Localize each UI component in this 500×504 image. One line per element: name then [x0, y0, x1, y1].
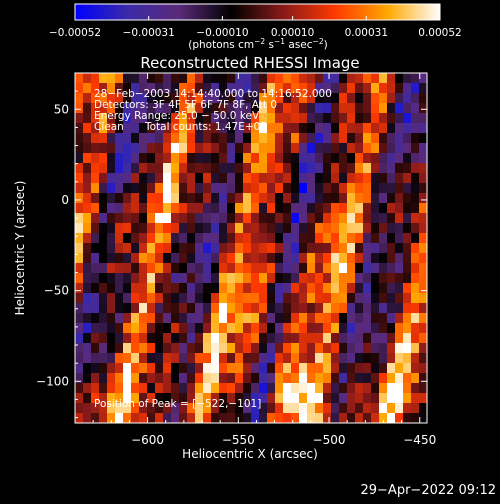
annotations: 28−Feb−2003 14:14:40.000 to 14:16:52.000…	[94, 88, 332, 410]
heatmap-image	[75, 73, 427, 423]
y-axis-ticks: 50 0 −50 −100	[36, 72, 427, 419]
colorbar-tick-label: 0.00052	[418, 27, 461, 39]
x-tick-label: −500	[313, 433, 346, 447]
y-tick-label: −100	[36, 374, 69, 388]
annotation-energy: Energy Range: 25.0 − 50.0 keV	[94, 110, 260, 122]
colorbar-tick-label: 0.00031	[345, 27, 388, 39]
x-tick-label: −550	[222, 433, 255, 447]
colorbar-frame	[74, 3, 441, 21]
y-axis-label: Heliocentric Y (arcsec)	[13, 181, 27, 316]
colorbar-tick-label: −0.00052	[49, 27, 101, 39]
colorbar-ticks: −0.00052 −0.00031 −0.00010 0.00010 0.00031 0.…	[49, 16, 462, 39]
chart-title: Reconstructed RHESSI Image	[140, 54, 359, 72]
colorbar-unit: (photons cm−2 s−1 asec−2)	[188, 37, 327, 51]
y-tick-label: 50	[54, 102, 69, 116]
colorbar-gradient	[75, 4, 440, 20]
x-tick-label: −600	[131, 433, 164, 447]
footer-timestamp: 29−Apr−2022 09:12	[361, 483, 497, 498]
plot-frame	[74, 72, 428, 424]
annotation-peak: Position of Peak = [−522,−101]	[94, 398, 261, 410]
annotation-clean: Clean	[94, 121, 124, 133]
x-axis-label: Heliocentric X (arcsec)	[182, 447, 318, 461]
colorbar-tick-label: −0.00010	[196, 27, 248, 39]
y-tick-label: −50	[44, 284, 69, 298]
annotation-counts: Total counts: 1.47E+03	[144, 121, 267, 133]
y-tick-label: 0	[61, 193, 69, 207]
colorbar: −0.00052 −0.00031 −0.00010 0.00010 0.00031 0.…	[49, 3, 462, 51]
annotation-detectors: Detectors: 3F 4F 5F 6F 7F 8F, Att 0	[94, 99, 277, 111]
colorbar-tick-label: 0.00010	[271, 27, 314, 39]
annotation-time: 28−Feb−2003 14:14:40.000 to 14:16:52.000	[94, 88, 332, 100]
x-tick-label: −450	[403, 433, 436, 447]
x-axis-ticks: −600 −550 −500 −450	[74, 73, 436, 447]
colorbar-tick-label: −0.00031	[123, 27, 175, 39]
